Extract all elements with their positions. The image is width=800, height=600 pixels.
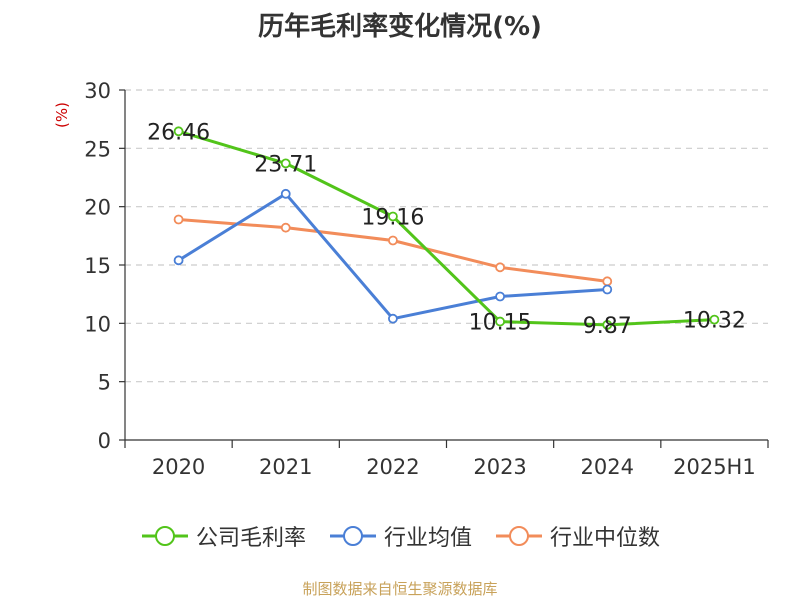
x-tick-label: 2022 [366, 455, 419, 479]
x-tick-label: 2024 [581, 455, 634, 479]
x-tick-label: 2025H1 [673, 455, 756, 479]
data-label: 10.15 [469, 311, 532, 336]
legend-swatch [496, 526, 542, 546]
legend-item[interactable]: 公司毛利率 [140, 520, 306, 552]
legend-label: 行业中位数 [550, 526, 661, 551]
data-point [495, 316, 505, 327]
data-point [280, 158, 291, 169]
legend-swatch [141, 526, 188, 546]
y-tick-label: 20 [84, 196, 111, 220]
legend-item[interactable]: 行业中位数 [494, 520, 660, 552]
data-point [602, 284, 613, 295]
data-label: 19.16 [361, 205, 424, 230]
data-point [280, 188, 291, 199]
legend-item[interactable]: 行业均值 [328, 520, 472, 552]
legend-label: 公司毛利率 [195, 526, 306, 551]
data-label: 9.87 [583, 314, 632, 339]
y-tick-label: 5 [98, 371, 111, 395]
data-label: 26.46 [147, 120, 210, 145]
y-tick-label: 30 [84, 79, 111, 103]
chart-legend: 公司毛利率 行业均值 行业中位数 [0, 520, 800, 552]
data-point [280, 222, 291, 233]
data-point [388, 211, 398, 222]
legend-label: 行业均值 [383, 526, 472, 551]
data-point [388, 235, 398, 246]
data-point [173, 214, 184, 225]
data-label: 23.71 [254, 152, 317, 177]
legend-swatch [329, 526, 376, 546]
data-point [173, 126, 184, 137]
y-tick-label: 10 [84, 312, 111, 336]
data-point [602, 319, 613, 330]
x-tick-label: 2020 [152, 455, 205, 479]
series-line [178, 129, 715, 327]
y-tick-label: 0 [98, 429, 111, 453]
data-point [709, 314, 720, 325]
x-tick-label: 2023 [473, 455, 526, 479]
data-point [495, 262, 505, 273]
data-point [602, 276, 613, 287]
data-point [388, 313, 398, 324]
x-tick-label: 2021 [259, 455, 312, 479]
y-tick-label: 15 [84, 254, 111, 278]
data-point [173, 255, 184, 266]
chart-title: 历年毛利率变化情况(%) [258, 12, 542, 42]
source-note: 制图数据来自恒生聚源数据库 [302, 580, 498, 598]
data-label: 10.32 [683, 309, 746, 334]
y-tick-label: 25 [84, 137, 111, 161]
data-point [495, 291, 505, 302]
